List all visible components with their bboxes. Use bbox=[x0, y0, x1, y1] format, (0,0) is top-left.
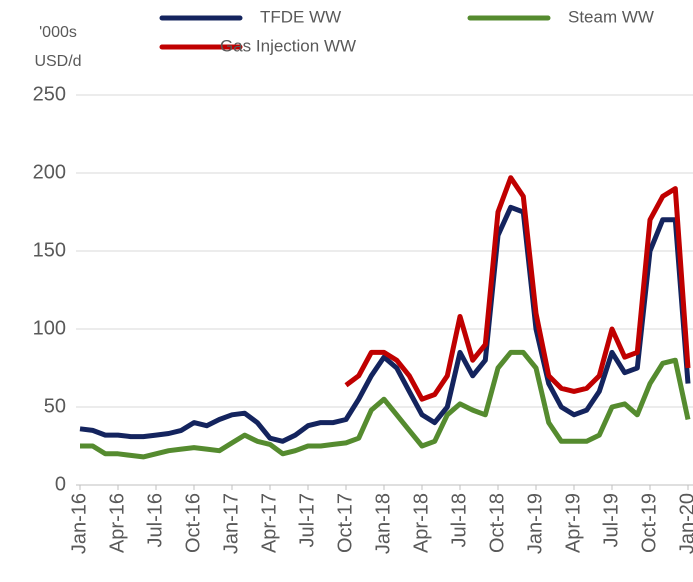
y-axis-title: USD/d bbox=[34, 53, 81, 70]
x-tick-label: Apr-18 bbox=[410, 493, 432, 553]
x-tick-label: Jul-17 bbox=[296, 493, 318, 547]
x-tick-label: Jan-16 bbox=[68, 493, 90, 554]
series-line bbox=[344, 175, 691, 402]
series-line bbox=[80, 349, 691, 460]
y-tick-label: 50 bbox=[44, 395, 66, 417]
x-tick-label: Jan-17 bbox=[220, 493, 242, 554]
x-tick-label: Jul-16 bbox=[144, 493, 166, 547]
y-tick-label: 200 bbox=[33, 161, 66, 183]
x-tick-label: Jul-19 bbox=[600, 493, 622, 547]
x-tick-label: Jan-19 bbox=[524, 493, 546, 554]
x-tick-label: Oct-17 bbox=[334, 493, 356, 553]
x-tick-label: Oct-19 bbox=[638, 493, 660, 553]
x-tick-label: Oct-16 bbox=[182, 493, 204, 553]
legend-label: Steam WW bbox=[568, 7, 654, 26]
y-tick-label: 150 bbox=[33, 239, 66, 261]
legend-label: TFDE WW bbox=[260, 7, 341, 26]
x-tick-label: Jul-18 bbox=[448, 493, 470, 547]
x-tick-label: Jan-20 bbox=[676, 493, 693, 554]
series-line bbox=[79, 204, 691, 444]
x-tick-label: Apr-16 bbox=[106, 493, 128, 553]
y-axis-title: '000s bbox=[39, 24, 77, 41]
y-tick-label: 250 bbox=[33, 83, 66, 105]
legend-label: Gas Injection WW bbox=[220, 36, 356, 55]
y-tick-label: 100 bbox=[33, 317, 66, 339]
x-tick-label: Apr-17 bbox=[258, 493, 280, 553]
y-tick-label: 0 bbox=[55, 473, 66, 495]
x-tick-label: Apr-19 bbox=[562, 493, 584, 553]
x-tick-label: Jan-18 bbox=[372, 493, 394, 554]
x-tick-label: Oct-18 bbox=[486, 493, 508, 553]
